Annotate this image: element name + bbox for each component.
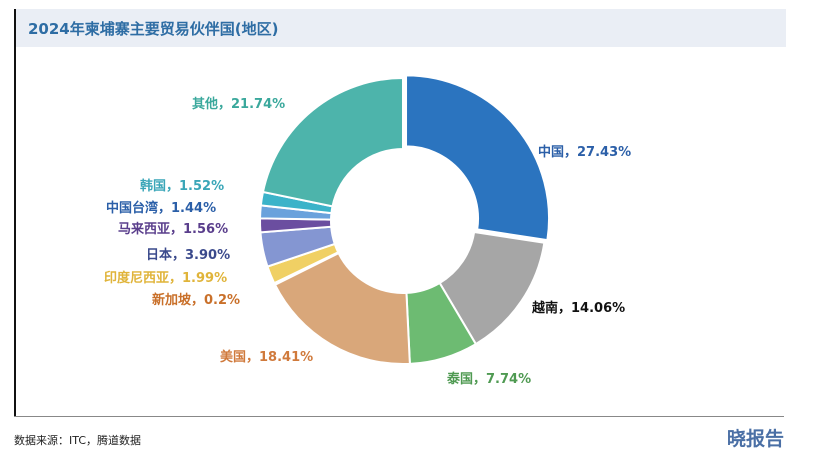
slice-10	[261, 76, 404, 208]
slice-label-2: 泰国，7.74%	[446, 371, 531, 387]
slice-3	[273, 251, 411, 365]
source-note: 数据来源：ITC，腾道数据	[14, 434, 141, 447]
slice-label-0: 中国，27.43%	[538, 144, 631, 160]
slice-label-3: 美国，18.41%	[220, 349, 313, 365]
baseline	[14, 416, 784, 417]
slice-label-1: 越南，14.06%	[531, 300, 625, 316]
slice-label-9: 韩国，1.52%	[140, 178, 224, 194]
slice-label-5: 印度尼西亚，1.99%	[104, 270, 227, 286]
brand-logo: 晓报告	[726, 428, 784, 450]
slice-label-8: 中国台湾，1.44%	[106, 200, 216, 216]
slice-0	[405, 74, 551, 242]
slice-label-7: 马来西亚，1.56%	[118, 221, 228, 237]
frame-line	[14, 47, 16, 417]
slice-label-6: 日本，3.90%	[146, 247, 230, 263]
slice-label-4: 新加坡，0.2%	[152, 292, 240, 308]
slice-label-10: 其他，21.74%	[192, 96, 285, 112]
title-bar: 2024年柬埔寨主要贸易伙伴国(地区)	[14, 9, 786, 47]
chart-title: 2024年柬埔寨主要贸易伙伴国(地区)	[28, 20, 279, 38]
